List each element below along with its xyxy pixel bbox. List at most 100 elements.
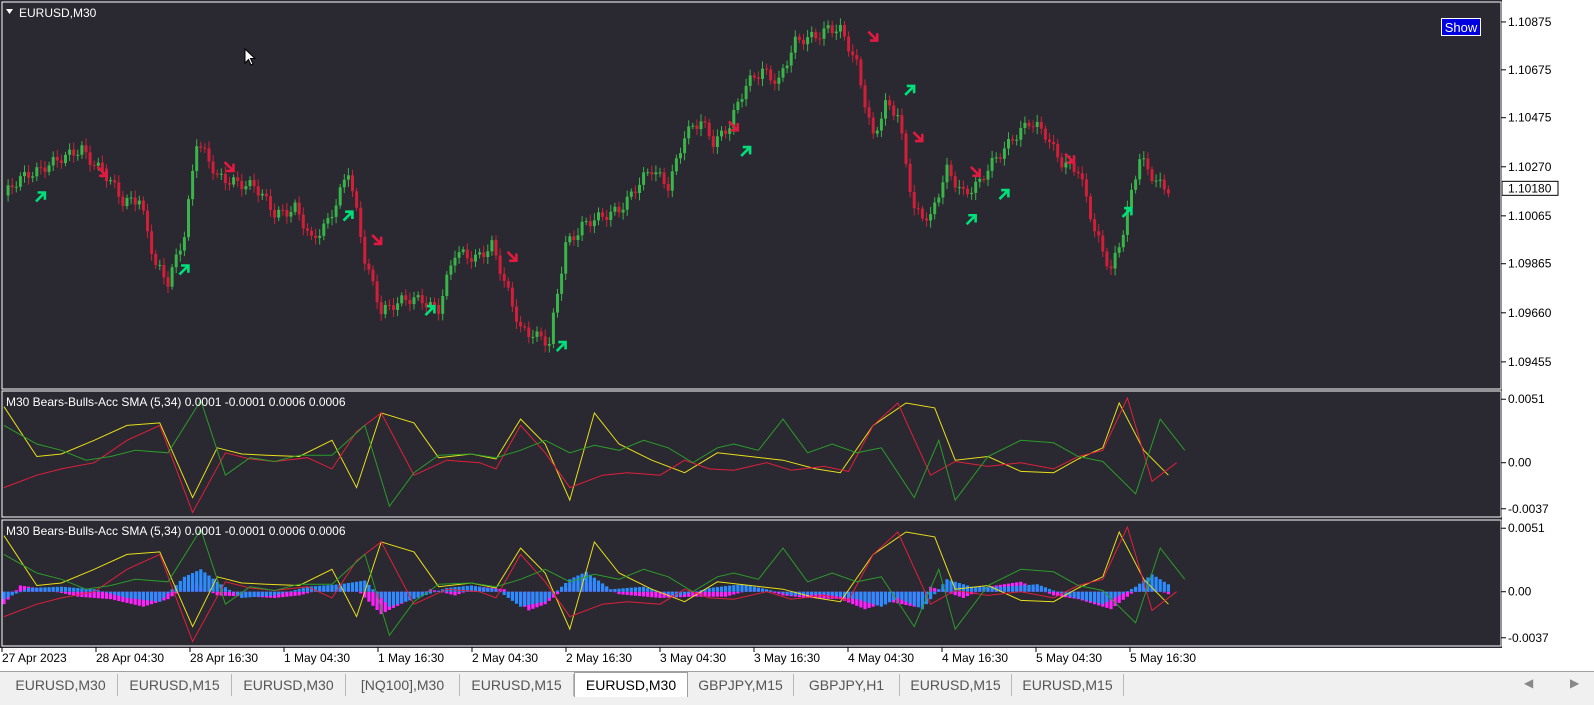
time-tick-label: 1 May 16:30 xyxy=(378,651,444,665)
histogram-bar xyxy=(990,586,994,592)
histogram-bar xyxy=(277,591,281,598)
histogram-bar xyxy=(223,591,227,596)
histogram-bar xyxy=(1113,591,1117,607)
histogram-bar xyxy=(264,591,268,597)
chart-tab[interactable]: EURUSD,M15 xyxy=(1012,674,1124,696)
histogram-bar xyxy=(793,591,797,596)
histogram-bar xyxy=(166,591,170,594)
histogram-bar xyxy=(732,591,736,595)
histogram-bar xyxy=(502,591,506,596)
chart-tab[interactable]: EURUSD,M15 xyxy=(118,674,232,696)
candle-body xyxy=(1142,158,1146,160)
histogram-bar xyxy=(219,584,223,592)
histogram-bar xyxy=(908,591,912,604)
histogram-bar xyxy=(510,591,514,601)
main-chart-frame xyxy=(1,1,1502,390)
candle-body xyxy=(1027,122,1031,127)
indicator-1-frame xyxy=(1,390,1502,518)
candle-body xyxy=(707,122,711,137)
candle-body xyxy=(35,167,39,177)
candle-body xyxy=(1056,143,1060,158)
histogram-bar xyxy=(814,591,818,595)
tab-scroll-right-icon[interactable]: ▶ xyxy=(1570,676,1580,690)
histogram-bar xyxy=(39,587,43,592)
candle-body xyxy=(195,146,199,171)
candle-body xyxy=(80,145,84,155)
histogram-bar xyxy=(1134,586,1138,592)
histogram-bar xyxy=(765,589,769,592)
histogram-bar xyxy=(1125,591,1129,592)
candle-body xyxy=(23,171,26,177)
histogram-bar xyxy=(1101,591,1105,605)
candle-body xyxy=(961,186,965,189)
histogram-bar xyxy=(555,591,560,595)
chart-canvas[interactable]: 1.10875 1.10675 1.10475 1.10270 1.10065 1.098… xyxy=(0,0,1594,671)
chart-tab[interactable]: EURUSD,M30 xyxy=(574,672,688,697)
histogram-bar xyxy=(683,591,687,595)
candle-body xyxy=(736,101,740,110)
candle-body xyxy=(592,220,596,227)
histogram-bar xyxy=(379,591,383,615)
histogram-bar xyxy=(715,591,719,597)
chart-tab[interactable]: EURUSD,M30 xyxy=(232,674,346,696)
candle-body xyxy=(1035,122,1039,127)
histogram-bar xyxy=(933,588,937,592)
histogram-bar xyxy=(1027,584,1031,592)
chart-tab[interactable]: GBPJPY,H1 xyxy=(794,674,900,696)
candle-body xyxy=(789,52,793,66)
histogram-bar xyxy=(814,591,818,599)
histogram-bar xyxy=(564,583,568,592)
time-tick-label: 3 May 04:30 xyxy=(660,651,726,665)
histogram-bar xyxy=(699,590,703,592)
candle-body xyxy=(1097,231,1101,236)
candle-body xyxy=(744,85,748,100)
histogram-bar xyxy=(646,587,650,592)
histogram-bar xyxy=(752,586,756,592)
tab-scroll-left-icon[interactable]: ◀ xyxy=(1524,676,1534,690)
candle-body xyxy=(892,105,896,116)
candle-body xyxy=(785,65,789,69)
show-button[interactable]: Show xyxy=(1441,18,1481,36)
buy-arrow-icon xyxy=(1121,206,1133,218)
candle-body xyxy=(346,175,350,180)
histogram-bar xyxy=(248,591,252,598)
histogram-bar xyxy=(646,591,650,597)
chart-tab[interactable]: [NQ100],M30 xyxy=(346,674,460,696)
candle-body xyxy=(342,179,346,188)
histogram-bar xyxy=(2,591,6,600)
histogram-bar xyxy=(1039,585,1043,592)
time-tick-label: 4 May 04:30 xyxy=(848,651,914,665)
histogram-bar xyxy=(658,591,662,598)
candle-body xyxy=(765,68,769,70)
chart-tab[interactable]: EURUSD,M15 xyxy=(900,674,1012,696)
candle-body xyxy=(1043,128,1047,140)
candle-body xyxy=(929,214,933,221)
histogram-bar xyxy=(1117,591,1121,596)
chart-tab[interactable]: EURUSD,M30 xyxy=(4,674,118,696)
histogram-bar xyxy=(707,587,711,592)
candle-body xyxy=(658,172,662,174)
candle-body xyxy=(297,202,301,215)
histogram-bar xyxy=(174,591,178,594)
histogram-bar xyxy=(109,591,113,600)
histogram-bar xyxy=(383,591,387,603)
histogram-bar xyxy=(957,583,961,592)
histogram-bar xyxy=(551,591,555,598)
candle-body xyxy=(68,149,72,155)
histogram-bar xyxy=(158,591,162,602)
candle-body xyxy=(834,31,838,34)
collapse-triangle-icon[interactable] xyxy=(6,9,13,14)
chart-tab[interactable]: GBPJPY,M15 xyxy=(688,674,794,696)
candle-body xyxy=(859,59,863,86)
histogram-bar xyxy=(519,591,523,607)
histogram-bar xyxy=(1162,591,1166,593)
candle-body xyxy=(564,242,568,274)
chart-tab[interactable]: EURUSD,M15 xyxy=(460,674,574,696)
sell-arrow-icon xyxy=(223,161,235,173)
histogram-bar xyxy=(1052,591,1056,596)
histogram-bar xyxy=(76,591,80,597)
candle-body xyxy=(371,269,375,282)
candle-body xyxy=(1052,142,1056,144)
candle-body xyxy=(654,172,658,175)
candle-body xyxy=(711,136,715,147)
